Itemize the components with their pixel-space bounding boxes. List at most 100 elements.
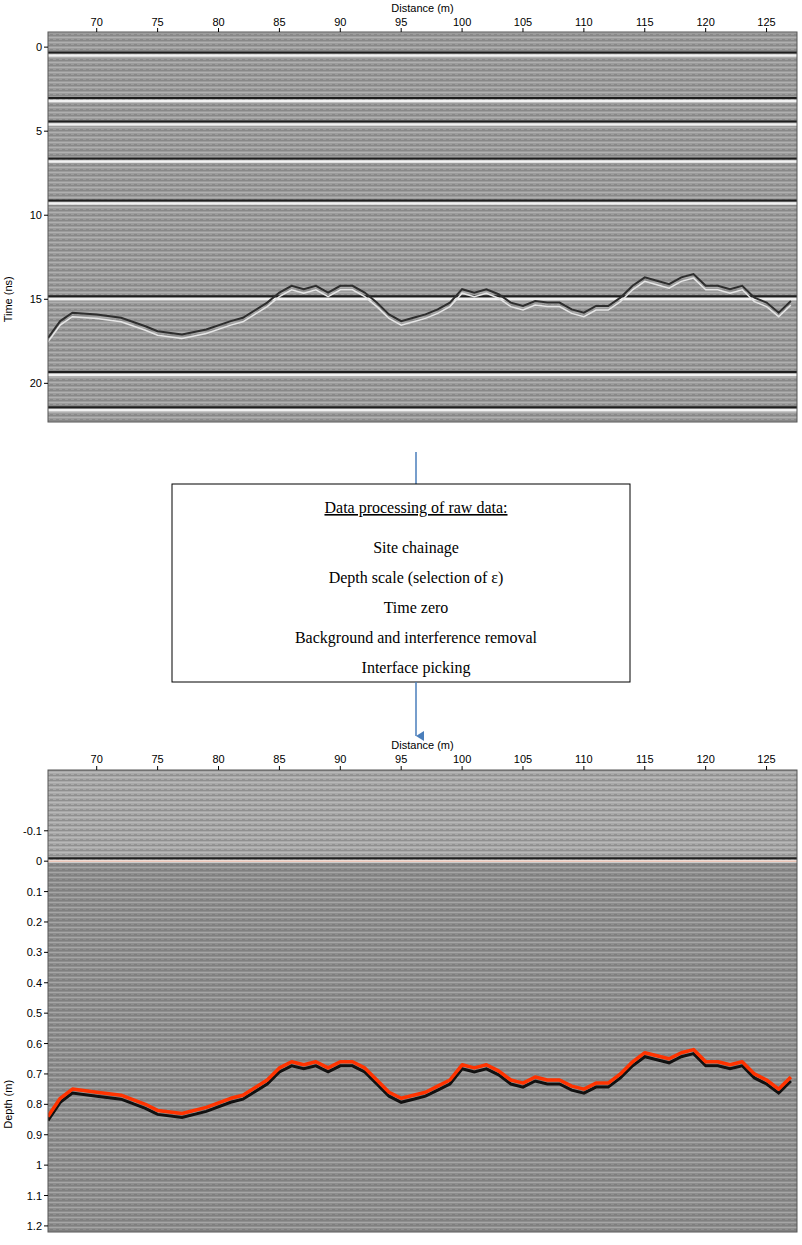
x-tick-label: 125 xyxy=(757,16,775,28)
y-tick xyxy=(44,921,48,922)
x-tick xyxy=(279,28,280,32)
reflection-dark xyxy=(48,371,797,373)
y-tick xyxy=(44,861,48,862)
x-tick-label: 110 xyxy=(575,16,593,28)
reflection-light xyxy=(48,160,797,163)
x-tick xyxy=(96,28,97,32)
reflection-dark xyxy=(48,295,797,297)
reflector xyxy=(48,274,791,338)
x-tick-label: 70 xyxy=(91,753,103,765)
reflection-dark xyxy=(48,120,797,122)
x-tick-label: 95 xyxy=(395,16,407,28)
y-tick-label: 0.5 xyxy=(27,1007,42,1019)
x-tick-label: 100 xyxy=(453,16,471,28)
plot-background xyxy=(48,770,797,1232)
reflection-dark xyxy=(48,857,797,859)
y-tick-label: 0.9 xyxy=(27,1129,42,1141)
y-tick-label: 1.2 xyxy=(27,1220,42,1232)
y-tick xyxy=(44,891,48,892)
chart-1: Distance (m)7075808590951001051101151201… xyxy=(2,739,797,1232)
plot-frame xyxy=(48,32,797,422)
x-tick xyxy=(583,766,584,770)
y-tick-label: 0 xyxy=(36,855,42,867)
x-tick xyxy=(462,766,463,770)
y-tick-label: 0.2 xyxy=(27,916,42,928)
y-tick-label: 1 xyxy=(36,1159,42,1171)
x-tick-label: 90 xyxy=(334,16,346,28)
x-tick-label: 70 xyxy=(91,16,103,28)
x-tick xyxy=(644,766,645,770)
y-tick-label: 15 xyxy=(30,293,42,305)
x-tick-label: 105 xyxy=(514,753,532,765)
reflection-light xyxy=(48,123,797,126)
x-tick xyxy=(340,28,341,32)
y-tick-label: -0.1 xyxy=(23,825,42,837)
y-tick-label: 20 xyxy=(30,377,42,389)
x-tick xyxy=(766,28,767,32)
x-tick xyxy=(157,28,158,32)
x-tick-label: 95 xyxy=(395,753,407,765)
x-tick-label: 85 xyxy=(273,753,285,765)
processing-step: Background and interference removal xyxy=(295,629,538,647)
arrow xyxy=(415,682,417,736)
y-tick xyxy=(44,830,48,831)
x-axis-title: Distance (m) xyxy=(391,2,453,14)
plot-frame xyxy=(48,770,797,1232)
x-tick-label: 90 xyxy=(334,753,346,765)
figure-svg: Distance (m)7075808590951001051101151201… xyxy=(0,0,802,1245)
x-tick xyxy=(522,28,523,32)
processing-step: Depth scale (selection of ε) xyxy=(329,569,504,587)
x-tick-label: 120 xyxy=(696,753,714,765)
processing-step: Time zero xyxy=(384,599,449,616)
y-axis-title: Time (ns) xyxy=(2,276,14,322)
x-tick xyxy=(705,766,706,770)
y-tick-label: 0.3 xyxy=(27,946,42,958)
plot-area xyxy=(48,770,797,1232)
x-tick-label: 75 xyxy=(151,16,163,28)
plot-background xyxy=(48,32,797,422)
x-tick xyxy=(583,28,584,32)
y-tick-label: 10 xyxy=(30,209,42,221)
processing-step: Site chainage xyxy=(373,539,459,557)
y-tick xyxy=(44,952,48,953)
texture xyxy=(48,770,797,1232)
y-tick xyxy=(44,1225,48,1226)
x-tick xyxy=(644,28,645,32)
x-tick-label: 100 xyxy=(453,753,471,765)
x-tick xyxy=(279,766,280,770)
reflection-light xyxy=(48,298,797,301)
processing-title: Data processing of raw data: xyxy=(324,499,507,517)
y-tick xyxy=(44,1073,48,1074)
x-tick-label: 115 xyxy=(636,16,654,28)
y-tick xyxy=(44,982,48,983)
x-tick-label: 80 xyxy=(212,753,224,765)
x-tick-label: 120 xyxy=(696,16,714,28)
y-tick-label: 0.1 xyxy=(27,886,42,898)
reflection-light xyxy=(48,202,797,205)
reflection-dark xyxy=(48,52,797,54)
y-tick xyxy=(44,47,48,48)
x-tick xyxy=(218,28,219,32)
processing-box xyxy=(172,484,630,682)
surface-line xyxy=(48,861,797,862)
x-tick xyxy=(705,28,706,32)
processing-step: Interface picking xyxy=(362,659,471,677)
y-tick xyxy=(44,299,48,300)
reflection-dark xyxy=(48,157,797,159)
y-tick xyxy=(44,215,48,216)
y-tick xyxy=(44,1165,48,1166)
x-tick xyxy=(462,28,463,32)
x-tick xyxy=(340,766,341,770)
y-tick-label: 0.8 xyxy=(27,1098,42,1110)
x-tick xyxy=(401,28,402,32)
reflection-light xyxy=(48,54,797,57)
reflection-dark xyxy=(48,97,797,99)
x-tick xyxy=(522,766,523,770)
x-tick-label: 125 xyxy=(757,753,775,765)
y-tick-label: 1.1 xyxy=(27,1190,42,1202)
reflection-light xyxy=(48,100,797,103)
x-tick-label: 110 xyxy=(575,753,593,765)
connector xyxy=(415,452,417,484)
x-tick xyxy=(401,766,402,770)
x-tick-label: 85 xyxy=(273,16,285,28)
